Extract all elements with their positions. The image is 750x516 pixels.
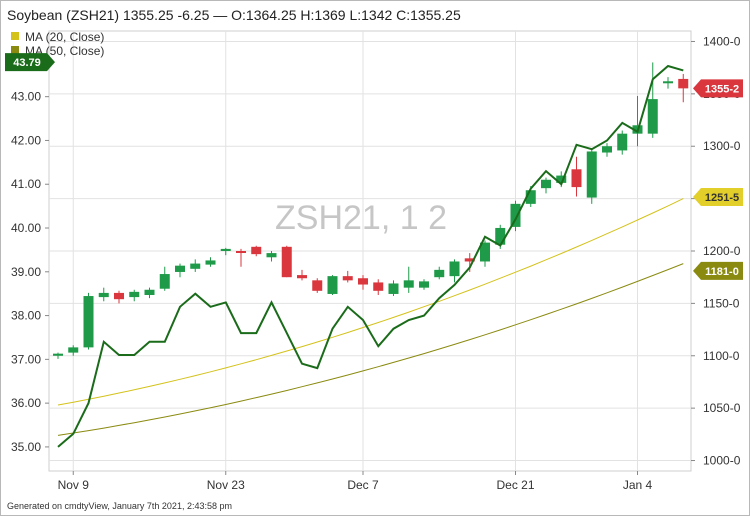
candle-body	[175, 265, 185, 272]
candle-body	[617, 133, 628, 151]
candle-body	[236, 251, 246, 253]
indicator-line	[57, 64, 684, 448]
candle-body	[495, 227, 506, 245]
value-badge-label: 43.79	[13, 57, 41, 69]
candle-body	[114, 292, 124, 300]
value-badge	[693, 79, 743, 98]
candle-body	[556, 175, 567, 183]
candle-body	[342, 276, 353, 281]
candle-body	[571, 169, 582, 188]
indicator-tick-label: 41.00	[11, 177, 41, 191]
indicator-path	[57, 64, 684, 448]
x-tick-label: Nov 9	[58, 478, 90, 492]
indicator-tick-label: 35.00	[11, 440, 41, 454]
candle-body	[358, 278, 368, 285]
candle-body	[678, 78, 689, 89]
x-tick-label: Dec 7	[347, 478, 379, 492]
price-tick-label: 1300-0	[703, 139, 741, 153]
candle-body	[464, 258, 475, 262]
value-badges: 43.79 1355-2 1251-5 1181-0	[5, 53, 743, 280]
footer-note: Generated on cmdtyView, January 7th 2021…	[7, 501, 232, 511]
value-badge	[693, 261, 743, 280]
candle-body	[602, 146, 612, 153]
candle-body	[251, 246, 262, 255]
chart-title: Soybean (ZSH21) 1355.25 -6.25 — O:1364.2…	[7, 7, 461, 23]
value-badge	[693, 187, 743, 206]
candle-body	[419, 281, 429, 288]
candle-body	[647, 99, 658, 134]
legend-label: MA (20, Close)	[25, 30, 104, 44]
value-badge-label: 1355-2	[705, 83, 739, 95]
candle-body	[98, 292, 109, 298]
value-badge	[5, 53, 55, 72]
candle-body	[541, 179, 551, 189]
candle-body	[312, 280, 323, 291]
indicator-tick-label: 43.00	[11, 90, 41, 104]
candle-body	[434, 269, 445, 278]
candle-body	[129, 291, 140, 298]
candle-body	[68, 347, 79, 353]
candle-body	[510, 203, 521, 227]
ma-20-line	[57, 198, 684, 406]
indicator-tick-label: 36.00	[11, 396, 41, 410]
candle-body	[159, 274, 170, 289]
candle-body	[373, 282, 384, 291]
price-tick-label: 1150-0	[703, 296, 740, 310]
candle-body	[220, 248, 231, 251]
candle-body	[83, 296, 94, 348]
candle-body	[190, 263, 201, 269]
candle-body	[297, 275, 307, 279]
price-tick-label: 1200-0	[703, 244, 741, 258]
indicator-tick-label: 39.00	[11, 265, 41, 279]
price-tick-label: 1000-0	[703, 454, 741, 468]
candle-body	[480, 242, 490, 262]
indicator-tick-label: 42.00	[11, 133, 41, 147]
price-tick-label: 1400-0	[703, 34, 741, 48]
indicator-tick-label: 38.00	[11, 309, 41, 323]
x-tick-label: Dec 21	[496, 478, 534, 492]
x-tick-label: Jan 4	[623, 478, 653, 492]
x-tick-label: Nov 23	[207, 478, 245, 492]
value-badge-label: 1181-0	[705, 266, 739, 278]
candle-body	[144, 289, 155, 295]
candle-body	[327, 276, 338, 294]
indicator-tick-label: 40.00	[11, 221, 41, 235]
candles	[53, 62, 689, 359]
legend-swatch	[11, 32, 19, 40]
legend-swatch	[11, 46, 19, 54]
watermark: ZSH21, 1 2	[275, 199, 447, 237]
candle-body	[266, 253, 277, 258]
candle-body	[525, 190, 536, 204]
moving-average-lines	[57, 198, 684, 436]
ma-50-line	[57, 263, 684, 436]
price-tick-label: 1100-0	[703, 349, 740, 363]
grid	[48, 30, 692, 472]
value-badge-label: 1251-5	[705, 192, 739, 204]
candle-body	[205, 260, 216, 265]
price-tick-label: 1050-0	[703, 401, 741, 415]
candle-body	[586, 151, 597, 198]
candle-body	[281, 246, 292, 278]
candle-body	[388, 283, 399, 294]
candle-body	[53, 353, 63, 356]
candle-body	[403, 280, 414, 288]
candle-body	[663, 81, 673, 84]
candle-body	[449, 261, 460, 277]
indicator-tick-label: 37.00	[11, 352, 41, 366]
